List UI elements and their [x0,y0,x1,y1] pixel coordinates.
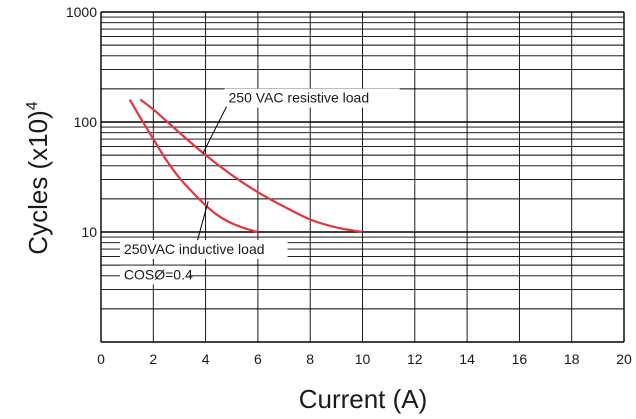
y-tick-label: 100 [74,114,98,130]
annotation-background [224,88,400,108]
y-axis-title-main: Cycles (x10) [23,110,53,254]
y-axis-title-superscript: 4 [24,101,41,110]
x-tick-label: 10 [355,351,371,367]
x-tick-label: 2 [149,351,157,367]
x-tick-label: 18 [564,351,580,367]
x-tick-label: 0 [97,351,105,367]
tick-labels: 0 2 4 6 8 10 12 14 16 18 20 10 100 1000 [66,4,632,367]
annotations-group: 250 VAC resistive load 250VAC inductive l… [119,88,400,285]
annotation-background [119,240,288,260]
x-tick-label: 14 [459,351,475,367]
x-axis-title: Current (A) [299,384,428,414]
y-tick-label: 10 [81,224,97,240]
annotation-pointer [197,201,209,241]
x-tick-label: 12 [407,351,423,367]
x-tick-label: 8 [306,351,314,367]
series-line-resistive [139,98,363,234]
annotation-pointer [202,106,227,154]
x-tick-label: 4 [202,351,210,367]
x-tick-label: 6 [254,351,262,367]
annotation-label: 250VAC inductive load [124,241,265,257]
y-tick-label: 1000 [66,4,97,20]
x-tick-label: 16 [512,351,528,367]
series-line-inductive [128,98,259,234]
series-group [128,98,363,234]
y-axis-title: Cycles (x10)4 [23,101,53,254]
x-tick-label: 20 [616,351,632,367]
annotation-label: COSØ=0.4 [124,266,193,282]
annotation-label: 250 VAC resistive load [229,90,370,106]
annotation-background [119,265,189,285]
